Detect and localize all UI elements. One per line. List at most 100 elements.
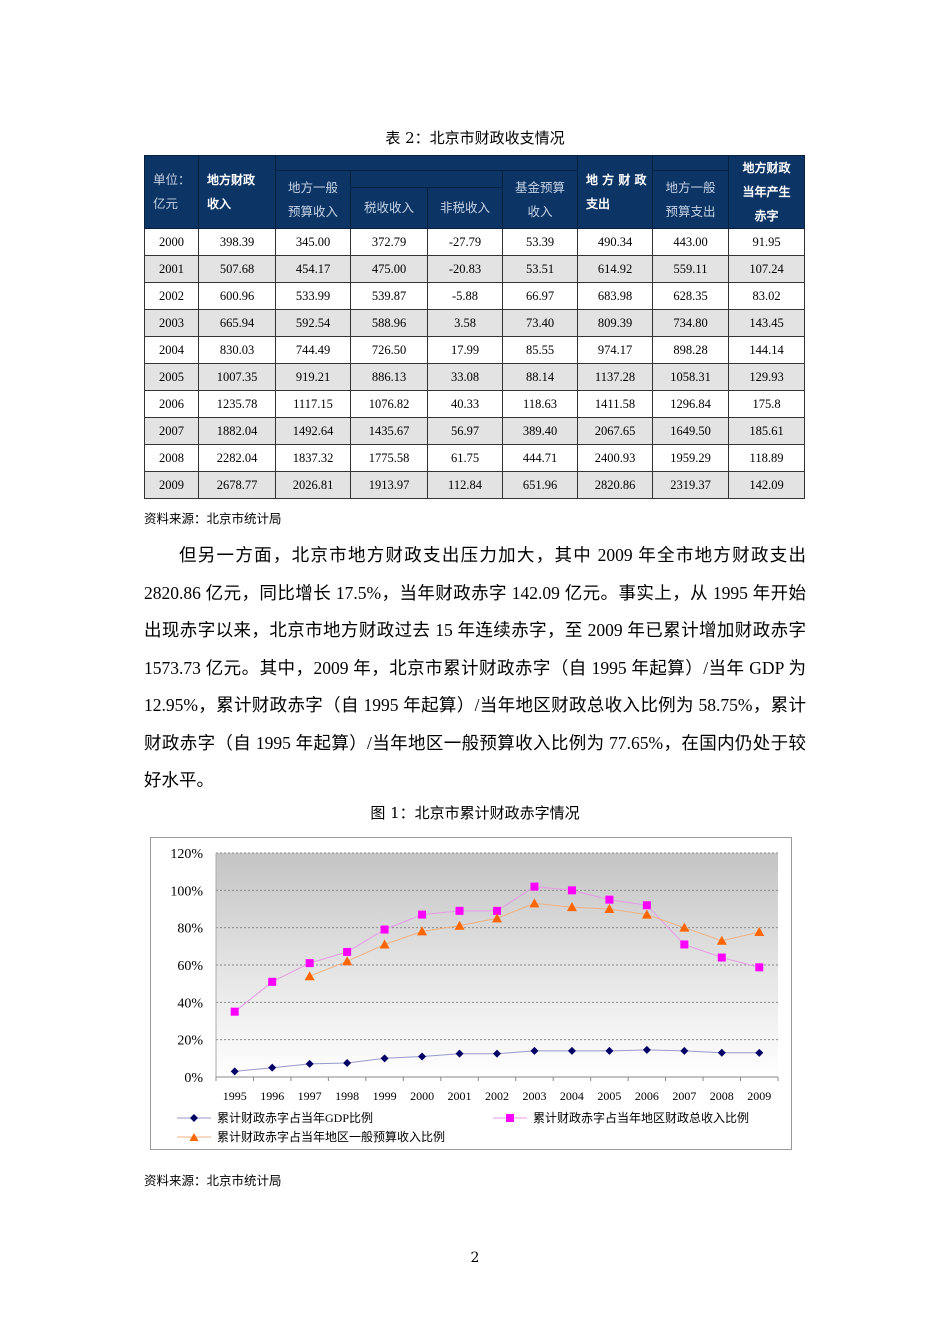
value-cell: 475.00	[350, 255, 428, 283]
header-tax-revenue: 税收收入	[350, 187, 428, 229]
value-cell: 539.87	[350, 282, 428, 310]
value-cell: 33.08	[427, 363, 503, 391]
diamond-marker-icon	[717, 1048, 726, 1057]
diamond-marker-icon	[177, 1113, 211, 1122]
triangle-marker-icon	[454, 920, 465, 930]
table-row: 2005 1007.35 919.21 886.13 33.08 88.14 1137.28…	[144, 363, 805, 391]
square-marker-icon	[380, 925, 389, 934]
x-tick-label: 1995	[223, 1089, 247, 1103]
square-marker-icon	[717, 953, 726, 962]
diamond-marker-icon	[605, 1046, 614, 1055]
value-cell: 53.39	[502, 228, 578, 256]
figure-source: 资料来源：北京市统计局	[144, 1173, 282, 1188]
x-tick-label: 2007	[672, 1089, 696, 1103]
diamond-marker-icon	[380, 1054, 389, 1063]
value-cell: 830.03	[198, 336, 276, 364]
fiscal-table: 单位： 亿元 地方财政 收入 地 方 财 政支出 地方财政 当年产生 赤字 地方一般 预算…	[144, 155, 805, 499]
value-cell: 56.97	[427, 417, 503, 445]
x-tick-label: 1997	[298, 1089, 322, 1103]
value-cell: 1411.58	[577, 390, 653, 418]
triangle-marker-icon	[342, 956, 353, 966]
value-cell: 628.35	[652, 282, 729, 310]
year-cell: 2003	[144, 309, 199, 337]
value-cell: 372.79	[350, 228, 428, 256]
x-tick-label: 2005	[597, 1089, 621, 1103]
legend-item-total-revenue: 累计财政赤字占当年地区财政总收入比例	[493, 1109, 749, 1126]
x-tick-label: 2009	[747, 1089, 771, 1103]
value-cell: 507.68	[198, 255, 276, 283]
y-tick-label: 20%	[177, 1034, 203, 1049]
value-cell: 898.28	[652, 336, 729, 364]
triangle-marker-icon	[417, 926, 428, 936]
year-cell: 2000	[144, 228, 199, 256]
header-local-expenditure: 地 方 财 政支出	[577, 155, 653, 229]
value-cell: 345.00	[275, 228, 351, 256]
x-tick-label: 2004	[560, 1089, 584, 1103]
value-cell: -27.79	[427, 228, 503, 256]
header-revenue-group	[275, 155, 578, 171]
value-cell: 144.14	[728, 336, 805, 364]
legend-item-general-budget: 累计财政赤字占当年地区一般预算收入比例	[177, 1128, 445, 1145]
diamond-marker-icon	[268, 1063, 277, 1072]
square-marker-icon	[567, 886, 576, 895]
year-cell: 2005	[144, 363, 199, 391]
value-cell: 1296.84	[652, 390, 729, 418]
value-cell: 2319.37	[652, 471, 729, 499]
value-cell: 919.21	[275, 363, 351, 391]
table-row: 2001 507.68 454.17 475.00 -20.83 53.51 614.92 5…	[144, 255, 805, 283]
y-tick-label: 40%	[177, 996, 203, 1011]
x-tick-label: 1996	[260, 1089, 284, 1103]
value-cell: 85.55	[502, 336, 578, 364]
triangle-marker-icon	[679, 922, 690, 932]
table-row: 2009 2678.77 2026.81 1913.97 112.84 651.96 282…	[144, 471, 805, 499]
header-local-revenue: 地方财政 收入	[198, 155, 276, 229]
y-tick-label: 100%	[170, 884, 203, 899]
value-cell: 443.00	[652, 228, 729, 256]
table-row: 2004 830.03 744.49 726.50 17.99 85.55 974.17 89…	[144, 336, 805, 364]
year-cell: 2001	[144, 255, 199, 283]
value-cell: -20.83	[427, 255, 503, 283]
x-tick-label: 2000	[410, 1089, 434, 1103]
diamond-marker-icon	[567, 1046, 576, 1055]
value-cell: 2026.81	[275, 471, 351, 499]
header-fund-budget-revenue: 基金预算 收入	[502, 170, 578, 229]
header-unit: 单位： 亿元	[144, 155, 199, 229]
triangle-marker-icon	[379, 939, 390, 949]
value-cell: 53.51	[502, 255, 578, 283]
square-marker-icon	[268, 977, 277, 986]
table-caption: 表 2：北京市财政收支情况	[385, 129, 565, 147]
value-cell: 398.39	[198, 228, 276, 256]
table-row: 2003 665.94 592.54 588.96 3.58 73.40 809.39 734…	[144, 309, 805, 337]
value-cell: 600.96	[198, 282, 276, 310]
value-cell: 61.75	[427, 444, 503, 472]
year-cell: 2006	[144, 390, 199, 418]
value-cell: 588.96	[350, 309, 428, 337]
value-cell: 1435.67	[350, 417, 428, 445]
figure-caption: 图 1：北京市累计财政赤字情况	[370, 804, 580, 822]
value-cell: 40.33	[427, 390, 503, 418]
value-cell: 1137.28	[577, 363, 653, 391]
value-cell: 83.02	[728, 282, 805, 310]
value-cell: 1775.58	[350, 444, 428, 472]
diamond-marker-icon	[493, 1049, 501, 1058]
value-cell: 886.13	[350, 363, 428, 391]
legend-item-gdp: 累计财政赤字占当年GDP比例	[177, 1109, 373, 1126]
x-tick-label: 2008	[710, 1089, 734, 1103]
value-cell: 2282.04	[198, 444, 276, 472]
value-cell: 1058.31	[652, 363, 729, 391]
table-row: 2000 398.39 345.00 372.79 -27.79 53.39 490.34 4…	[144, 228, 805, 256]
x-tick-label: 1998	[335, 1089, 359, 1103]
y-tick-label: 120%	[170, 847, 203, 862]
value-cell: 744.49	[275, 336, 351, 364]
value-cell: 143.45	[728, 309, 805, 337]
value-cell: 129.93	[728, 363, 805, 391]
y-tick-label: 0%	[184, 1071, 203, 1086]
value-cell: 118.89	[728, 444, 805, 472]
page-number: 2	[470, 1250, 480, 1266]
value-cell: 651.96	[502, 471, 578, 499]
value-cell: 533.99	[275, 282, 351, 310]
value-cell: 1492.64	[275, 417, 351, 445]
value-cell: 185.61	[728, 417, 805, 445]
header-nontax-revenue: 非税收入	[427, 187, 503, 229]
year-cell: 2009	[144, 471, 199, 499]
